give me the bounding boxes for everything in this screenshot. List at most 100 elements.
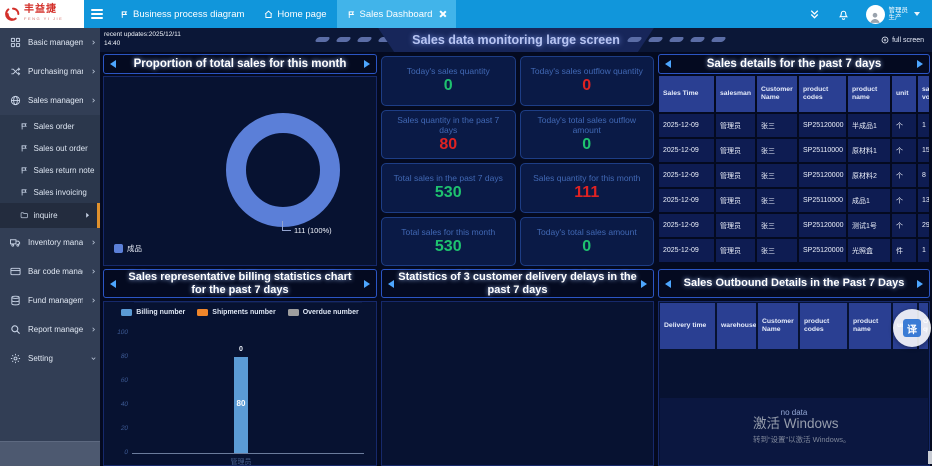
column-header: salesman [716, 76, 755, 112]
table-cell: 个 [892, 189, 916, 212]
search-icon [11, 325, 21, 335]
carousel-prev-icon[interactable] [665, 60, 671, 68]
sidebar-item-bar-code-management[interactable]: Bar code management [0, 257, 100, 286]
card-icon [10, 267, 21, 276]
x-axis-category-label: 管理员 [230, 459, 252, 466]
stat-value: 0 [582, 237, 592, 255]
sidebar-item-inventory-management[interactable]: Inventory management [0, 228, 100, 257]
billing-number-bar: 80 [234, 357, 248, 453]
sidebar-item-basic-management[interactable]: Basic management [0, 28, 100, 57]
legend-item-overdue[interactable]: Overdue number [287, 309, 359, 316]
stat-value: 80 [439, 135, 458, 153]
table-cell: 个 [892, 114, 916, 137]
legend-swatch [114, 244, 123, 253]
pie-legend-item[interactable]: 成品 [114, 243, 142, 254]
avatar [865, 4, 885, 24]
bar-value-label: 80 [236, 399, 246, 408]
brand-name: 丰益捷 [24, 4, 57, 15]
sidebar-item-purchasing-management[interactable]: Purchasing management [0, 57, 100, 86]
carousel-next-icon[interactable] [364, 60, 370, 68]
close-tab-icon[interactable] [438, 10, 446, 18]
stat-card-todays-total-sales-outflow-amount: Today's total sales outflow amount 0 [519, 109, 654, 159]
legend-item-billing[interactable]: Billing number [121, 309, 185, 316]
table-cell: 个 [892, 164, 916, 187]
legend-label: 成品 [127, 244, 142, 253]
table-cell: 2025-12-09 [659, 214, 714, 237]
fullscreen-icon [881, 36, 889, 44]
stat-value: 111 [574, 184, 600, 202]
globe-icon [10, 95, 21, 106]
table-cell: 半成品1 [848, 114, 890, 137]
full-screen-button[interactable]: full screen [881, 28, 924, 52]
carousel-next-icon[interactable] [917, 279, 923, 288]
carousel-next-icon[interactable] [364, 279, 370, 288]
stat-card-sales-quantity-this-month: Sales quantity for this month 111 [519, 163, 654, 213]
carousel-prev-icon[interactable] [110, 279, 116, 288]
notifications-bell-icon[interactable] [837, 8, 850, 21]
tab-home-page[interactable]: Home page [254, 0, 336, 28]
brand-logo-icon [5, 7, 20, 21]
last-updated: recent updates:2025/12/11 14:40 [104, 31, 181, 47]
y-axis-tick: 80 [120, 353, 129, 360]
table-cell: 件 [892, 239, 916, 262]
column-header: product name [848, 76, 890, 112]
sidebar-item-sales-order[interactable]: Sales order [0, 115, 100, 137]
chevron-right-icon [90, 97, 97, 104]
menu-toggle-button[interactable] [84, 0, 110, 28]
chevron-right-icon [90, 68, 97, 75]
stat-card-sales-quantity-7-days: Sales quantity in the past 7 days 80 [381, 109, 516, 159]
sidebar-item-report-management[interactable]: Report management [0, 315, 100, 344]
scrollbar-thumb[interactable] [928, 451, 932, 464]
table-cell: SP25120000 [799, 164, 846, 187]
sidebar-item-label: Sales management [28, 96, 83, 105]
carousel-prev-icon[interactable] [388, 279, 394, 288]
modules-icon [10, 37, 21, 48]
column-header: sales volumes [918, 76, 929, 112]
bar-chart-legend: Billing number Shipments number Overdue … [104, 309, 376, 316]
sidebar-item-label: Setting [28, 354, 53, 363]
sidebar-item-setting[interactable]: Setting [0, 344, 100, 373]
carousel-next-icon[interactable] [641, 279, 647, 288]
tab-business-process-diagram[interactable]: Business process diagram [110, 0, 254, 28]
carousel-prev-icon[interactable] [665, 279, 671, 288]
stat-value: 0 [582, 135, 592, 153]
carousel-prev-icon[interactable] [110, 60, 116, 68]
x-axis-line [132, 453, 364, 454]
tab-sales-dashboard[interactable]: Sales Dashboard [336, 0, 457, 28]
folder-icon [20, 212, 28, 219]
sidebar-item-label: Purchasing management [28, 67, 83, 76]
sidebar-item-sales-invoicing[interactable]: Sales invoicing [0, 181, 100, 203]
flag-icon [348, 10, 354, 18]
collapse-double-chevron-icon[interactable] [808, 8, 821, 21]
stat-card-total-sales-this-month: Total sales for this month 530 [381, 216, 516, 266]
user-menu[interactable]: 管理员 生产 [865, 4, 920, 24]
chevron-right-icon [90, 297, 97, 304]
sidebar-item-inquire[interactable]: inquire [0, 203, 100, 228]
sidebar-item-sales-return-note[interactable]: Sales return note [0, 159, 100, 181]
legend-swatch [197, 309, 209, 316]
y-axis-tick: 40 [120, 401, 129, 408]
table-cell: 29 [918, 214, 929, 237]
translate-floating-button[interactable]: 译 [893, 309, 931, 347]
sidebar-item-label: Bar code management [28, 267, 83, 276]
sidebar-item-sales-out-order[interactable]: Sales out order [0, 137, 100, 159]
table-cell: 个 [892, 214, 916, 237]
stat-label: Total sales in the past 7 days [393, 173, 503, 184]
sidebar-item-sales-management[interactable]: Sales management [0, 86, 100, 115]
sidebar-item-label: Basic management [28, 38, 83, 47]
legend-item-shipments[interactable]: Shipments number [197, 309, 276, 316]
sidebar-item-fund-management[interactable]: Fund management [0, 286, 100, 315]
bar-chart-panel: Billing number Shipments number Overdue … [103, 301, 377, 466]
column-header: warehouse [717, 303, 756, 349]
flag-icon [121, 10, 128, 18]
open-tabs: Business process diagram Home page Sales… [110, 0, 457, 28]
stat-card-todays-sales-outflow-quantity: Today's sales outflow quantity 0 [519, 56, 654, 106]
column-header: Customer Name [758, 303, 798, 349]
stat-label: Today's total sales amount [536, 226, 637, 237]
carousel-next-icon[interactable] [917, 60, 923, 68]
bar-chart-plot: 100 80 60 40 20 0 80 0 管理员 [104, 302, 376, 466]
decor-dashes-right [626, 37, 727, 42]
y-axis-tick: 100 [116, 329, 129, 336]
flag-icon [21, 123, 27, 130]
dashboard-header: recent updates:2025/12/11 14:40 Sales da… [100, 28, 932, 52]
